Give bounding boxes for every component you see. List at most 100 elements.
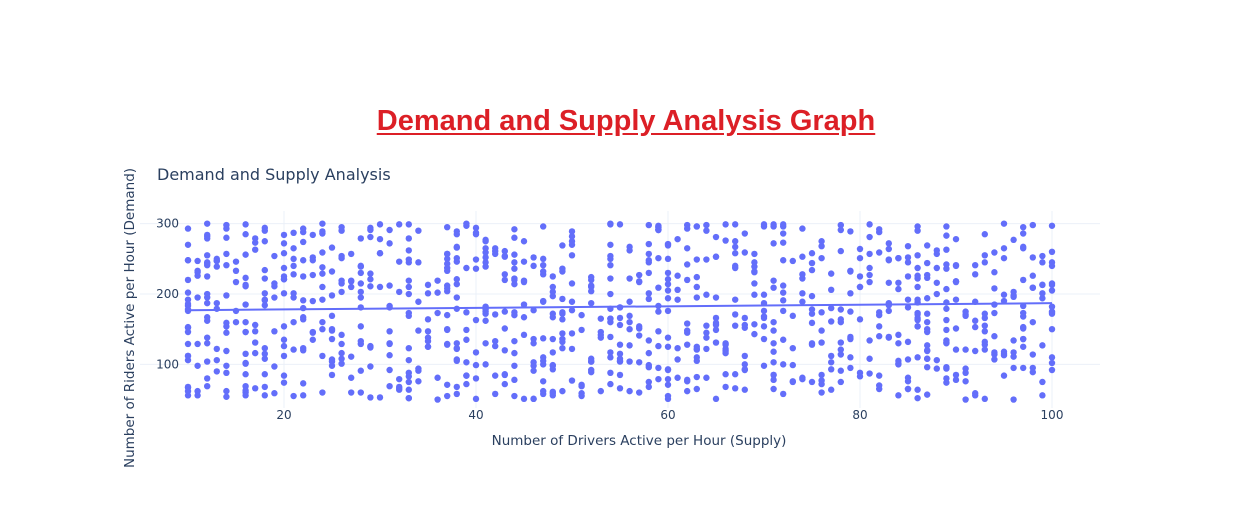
data-point [645,295,652,303]
data-point [223,362,230,369]
data-point [204,235,211,242]
data-point [434,289,441,296]
data-point [655,342,662,350]
data-point [626,318,633,326]
data-point [616,321,624,329]
data-point [847,308,854,315]
data-point [300,392,307,399]
data-point [837,351,844,358]
data-point [876,372,883,379]
data-point [952,325,960,332]
data-point [444,282,451,289]
data-point [300,380,307,387]
data-point [847,354,854,361]
data-point [664,334,672,341]
y-tick-label: 200 [156,287,179,301]
data-point [1000,254,1008,262]
data-point [1048,354,1056,361]
data-point [952,262,960,270]
data-point [760,221,768,228]
data-point [674,272,681,279]
data-point [271,294,278,301]
data-point [1010,364,1017,372]
data-point [693,385,700,393]
data-point [223,369,230,377]
data-point [1029,368,1037,376]
data-point [1020,364,1027,372]
data-point [712,326,720,334]
data-point [943,375,950,382]
data-point [885,245,892,253]
data-point [684,245,691,252]
data-point [578,390,585,397]
data-point [463,372,470,379]
data-point [645,290,652,297]
data-point [252,246,259,253]
data-point [184,276,192,284]
data-point [319,270,326,277]
data-point [904,254,912,261]
data-point [424,343,432,350]
data-point [319,296,326,303]
data-point [933,247,940,254]
data-point [876,382,883,389]
data-point [271,363,278,370]
data-point [1010,349,1017,356]
data-point [607,333,614,341]
data-point [847,228,854,235]
data-point [741,230,748,237]
data-point [616,371,624,379]
data-point [597,387,604,395]
data-point [242,328,249,336]
data-point [616,355,624,362]
data-point [511,392,518,400]
data-point [885,307,892,315]
data-point [818,309,825,316]
data-point [319,230,326,237]
data-point [799,298,806,305]
data-point [981,314,988,322]
data-point [319,352,326,360]
data-point [280,323,288,330]
data-point [991,356,998,363]
data-point [280,379,288,386]
data-point [780,221,787,228]
data-point [616,341,624,348]
data-point [722,383,729,391]
data-point [415,365,422,372]
data-point [981,252,988,259]
data-point [684,341,691,348]
data-point [290,255,297,263]
data-point [319,249,326,256]
data-point [396,221,403,228]
data-point [943,285,950,293]
data-point [972,392,979,399]
data-point [328,371,336,379]
data-point [789,344,796,352]
data-point [213,257,220,265]
data-point [645,269,652,277]
data-point [357,367,364,374]
data-point [242,371,249,378]
data-point [837,221,844,229]
data-point [712,294,720,301]
data-point [693,283,700,291]
data-point [338,349,345,357]
data-point [1048,326,1056,333]
data-point [376,221,384,228]
data-point [636,278,643,285]
data-point [367,233,374,241]
data-point [444,341,451,348]
data-point [770,240,777,247]
data-point [492,342,499,350]
data-point [559,295,566,303]
data-point [405,394,412,402]
data-point [280,372,288,379]
data-point [962,346,969,353]
data-point [424,290,432,297]
data-point [444,311,451,319]
data-point [933,264,940,272]
data-point [588,282,595,289]
data-point [568,330,576,337]
